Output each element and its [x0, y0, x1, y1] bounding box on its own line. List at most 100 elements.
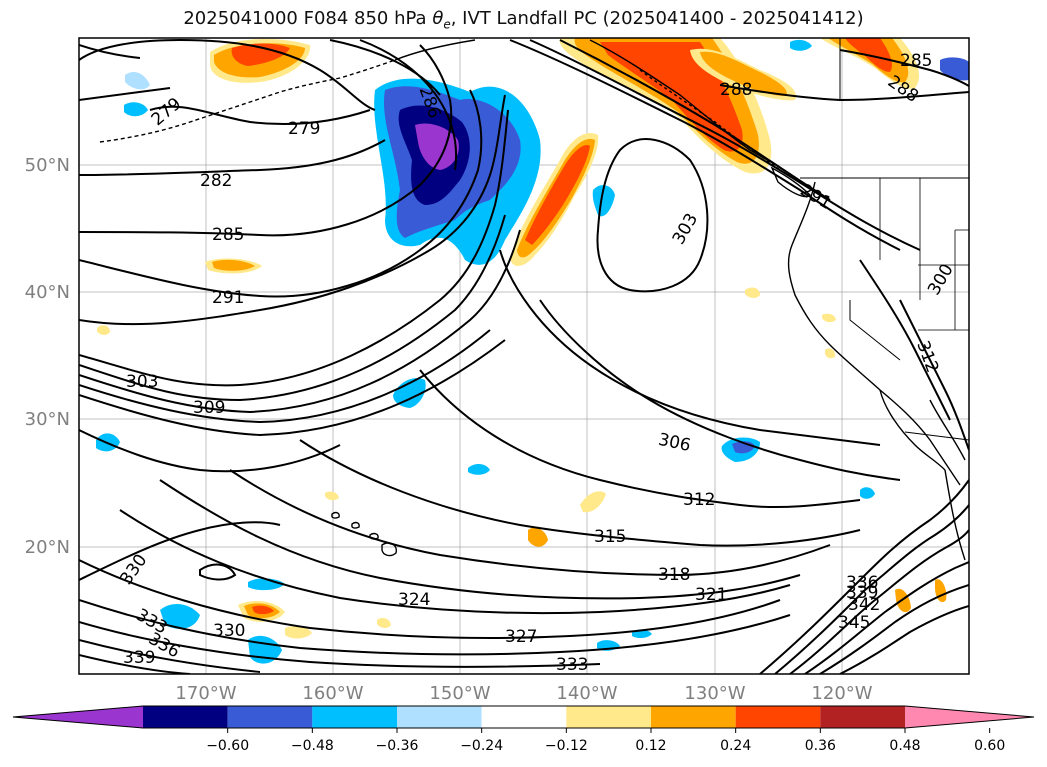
pos-fill-small-37n-126w [822, 313, 836, 323]
pos-fill-north-pacific-red [231, 43, 290, 66]
pos-fill-gulf-band-red [525, 144, 590, 245]
contour-mex-4 [804, 561, 969, 674]
lat-labels: 50°N 40°N 30°N 20°N [25, 155, 70, 558]
contour-285-ne [839, 49, 969, 87]
contour-324 [119, 509, 791, 615]
hawaii-oahu [351, 521, 360, 529]
map-frame [78, 37, 970, 675]
pos-fill-40n-123w [745, 287, 760, 298]
pos-fill-21n-144w [528, 527, 548, 547]
colorbar-segment [143, 706, 228, 728]
lat-label-30n: 30°N [25, 409, 70, 430]
contour-label-333: 333 [556, 655, 588, 675]
contour-303-west [79, 109, 509, 387]
contour-mex-1 [759, 479, 969, 674]
colorbar-tick-label: 0.60 [974, 738, 1005, 754]
contour-330-west [79, 521, 281, 581]
colorbar-segment [735, 706, 821, 728]
gulf-of-california-coast [929, 399, 966, 461]
contour-bc-1 [509, 39, 901, 251]
bc-coast-detail [639, 69, 781, 171]
colorbar-segment [397, 706, 482, 728]
pos-fill-small-24n-161w [325, 491, 339, 501]
us-west-coast [787, 181, 961, 486]
contour-label-312: 312 [683, 490, 715, 510]
contour-282 [79, 139, 386, 176]
contour-n-left2 [79, 87, 171, 101]
contour-west-loop [199, 563, 237, 581]
colorbar-segment [566, 706, 651, 728]
coastlines [99, 39, 966, 561]
colorbar-tick-label: 0.12 [635, 738, 666, 754]
contour-339 [79, 654, 191, 674]
contour-mex-3 [789, 529, 969, 674]
contour-300 [79, 94, 506, 326]
us-mexico-border [904, 431, 969, 441]
pos-fill-38n-173w [97, 325, 110, 335]
lon-label-140w: 140°W [556, 683, 617, 704]
contour-label-345: 345 [838, 613, 870, 633]
colorbar [12, 705, 1035, 733]
contour-321 [159, 479, 801, 600]
contour-dome-1 [359, 39, 458, 171]
lon-label-130w: 130°W [684, 683, 745, 704]
neg-fill-14n-167w [160, 603, 200, 629]
contour-279-inner [149, 105, 371, 126]
contour-mex-6 [839, 605, 969, 674]
colorbar-segment [312, 706, 397, 728]
contour-label-285ne: 285 [900, 51, 932, 71]
colorbar-tick-labels: −0.60 −0.48 −0.36 −0.24 −0.12 0.12 0.24 0.36 0.4… [206, 738, 1005, 754]
contour-label-336e: 336 [846, 573, 878, 593]
contour-label-330: 330 [213, 621, 245, 641]
lon-label-160w: 160°W [302, 683, 363, 704]
neg-fill-small-25n-152w [468, 464, 490, 475]
california-nevada-border [849, 300, 901, 361]
contour-label-324: 324 [398, 590, 430, 610]
title-theta-sub: e [443, 17, 451, 32]
contour-label-315: 315 [594, 527, 626, 547]
contour-318 [229, 469, 831, 577]
contour-label-279b: 279 [288, 119, 320, 139]
contour-label-327: 327 [505, 627, 537, 647]
colorbar-segment [820, 706, 905, 728]
theta-e-contours [79, 38, 969, 674]
contour-327 [79, 559, 781, 639]
pos-fill-small-12n-157w [377, 617, 391, 628]
contour-330 [79, 599, 791, 656]
contour-label-291: 291 [212, 288, 244, 308]
baja-california [879, 389, 946, 471]
lat-label-40n: 40°N [25, 282, 70, 303]
contour-band-2 [79, 339, 506, 437]
contour-285 [79, 44, 453, 237]
contour-333 [79, 621, 601, 668]
pos-fill-small-34n-126w [825, 348, 836, 359]
contour-label-303w: 303 [126, 372, 158, 392]
colorbar-segment [227, 706, 313, 728]
contour-315 [299, 439, 861, 547]
contour-label-282: 282 [200, 171, 232, 191]
colorbar-extend-max [905, 706, 1034, 728]
neg-fill-55n-174w [125, 71, 150, 90]
contour-336 [79, 639, 261, 673]
colorbar-tick-label: −0.36 [376, 738, 419, 754]
colorbar-extend-min [13, 706, 143, 728]
title-suffix: , IVT Landfall PC (2025041400 - 20250414… [450, 8, 864, 29]
colorbar-outline [12, 705, 1035, 729]
neg-fill-pac-nw-corner [940, 57, 969, 81]
contour-306-west [79, 214, 506, 402]
vancouver-island [770, 166, 811, 198]
contour-n-left [79, 44, 141, 59]
colorbar-segment [651, 706, 736, 728]
contour-label-342: 342 [848, 595, 880, 615]
colorbar-tick-label: −0.24 [460, 738, 503, 754]
lon-label-150w: 150°W [429, 683, 490, 704]
colorbar-tick-label: −0.12 [545, 738, 588, 754]
mexico-coast [944, 469, 966, 561]
lat-label-20n: 20°N [25, 537, 70, 558]
colorbar-tick-label: 0.36 [805, 738, 836, 754]
contour-309 [79, 229, 521, 414]
contour-279-north [79, 38, 376, 111]
colorbar-tick-label: −0.60 [206, 738, 249, 754]
colorbar-tick-label: −0.48 [291, 738, 334, 754]
